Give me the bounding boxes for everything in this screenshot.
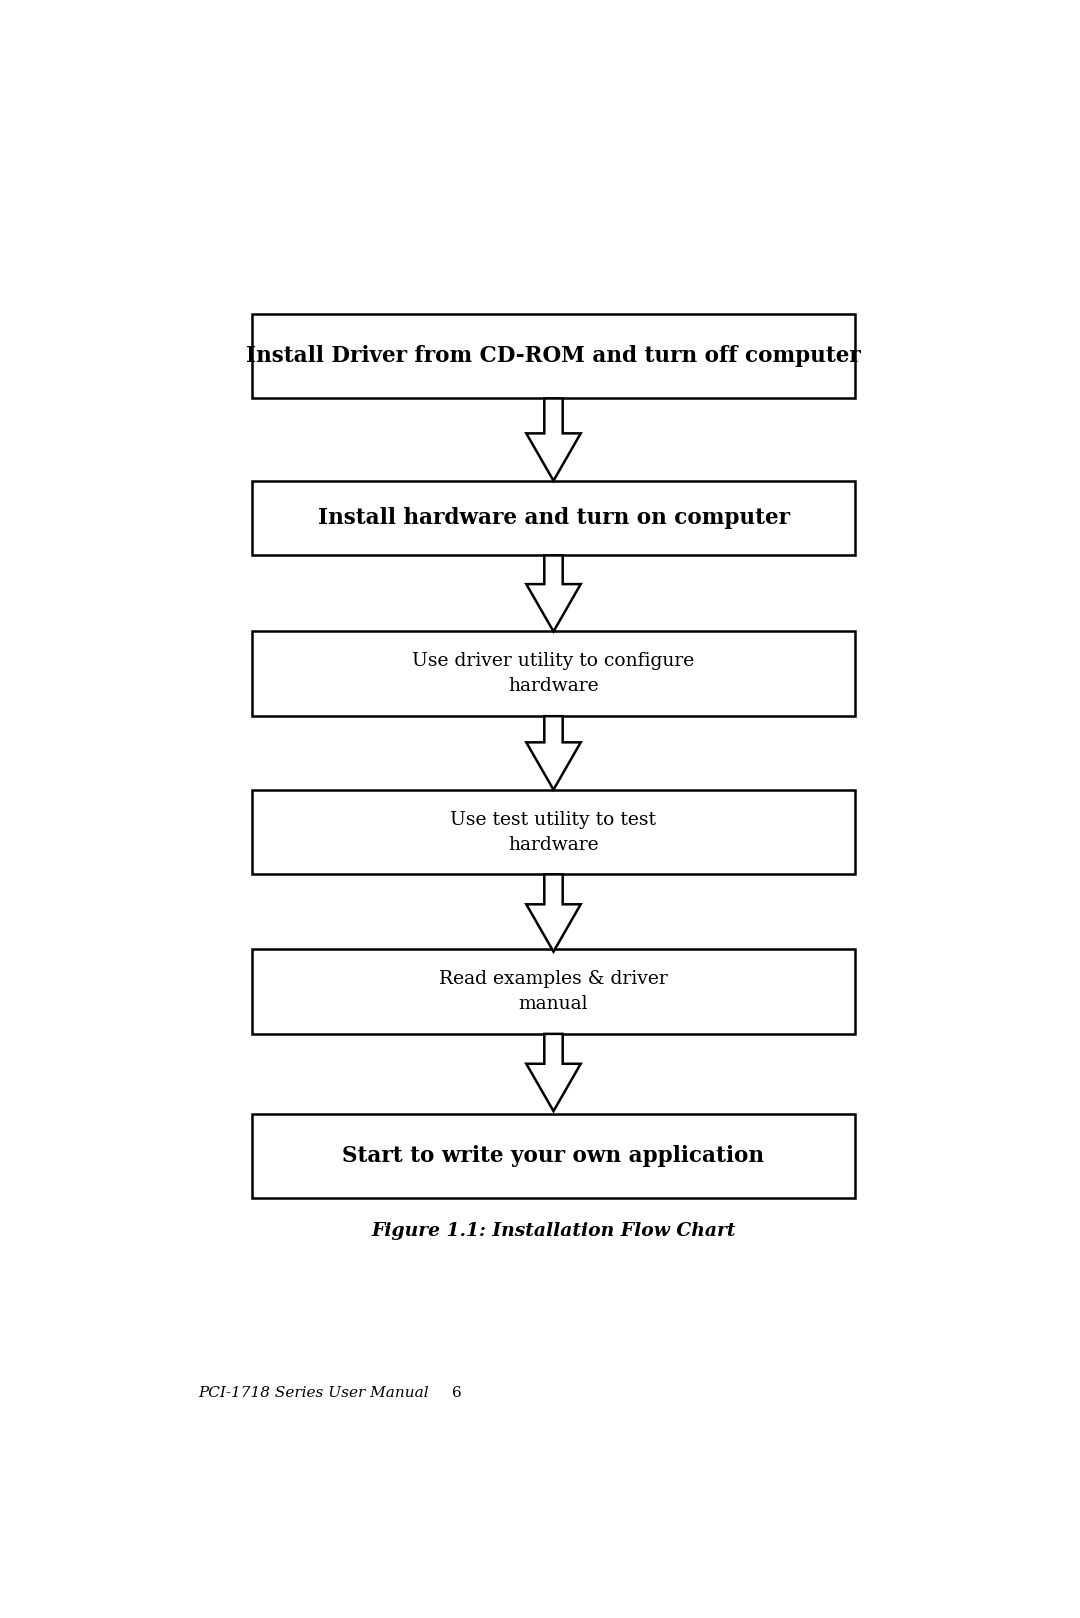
Text: Read examples & driver
manual: Read examples & driver manual: [440, 971, 667, 1013]
Bar: [253, 1113, 855, 1199]
Text: Install hardware and turn on computer: Install hardware and turn on computer: [318, 506, 789, 529]
Text: PCI-1718 Series User Manual: PCI-1718 Series User Manual: [198, 1385, 429, 1400]
Bar: [253, 481, 855, 555]
Polygon shape: [526, 398, 581, 481]
Polygon shape: [526, 1034, 581, 1112]
Bar: [253, 631, 855, 717]
Text: Figure 1.1: Installation Flow Chart: Figure 1.1: Installation Flow Chart: [372, 1222, 735, 1239]
Polygon shape: [526, 555, 581, 631]
Bar: [253, 314, 855, 398]
Text: Use test utility to test
hardware: Use test utility to test hardware: [450, 811, 657, 854]
Text: Install Driver from CD-ROM and turn off computer: Install Driver from CD-ROM and turn off …: [246, 345, 861, 367]
Polygon shape: [526, 874, 581, 951]
Bar: [253, 950, 855, 1034]
Polygon shape: [526, 717, 581, 790]
Text: 6: 6: [453, 1385, 462, 1400]
Bar: [253, 790, 855, 874]
Text: Use driver utility to configure
hardware: Use driver utility to configure hardware: [413, 652, 694, 696]
Text: Start to write your own application: Start to write your own application: [342, 1146, 765, 1167]
